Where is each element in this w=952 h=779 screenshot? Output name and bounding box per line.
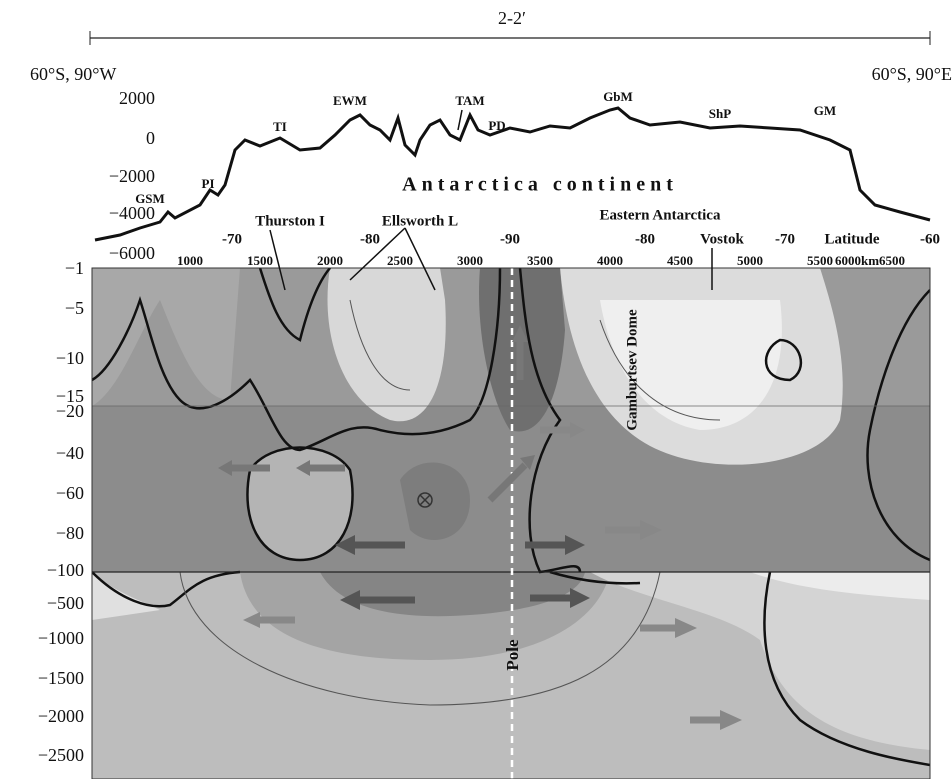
distance-tick-label: 3500 [527,253,553,268]
elevation-tick-label: −4000 [109,203,155,223]
distance-tick-label: 5000 [737,253,763,268]
latitude-end-label: -60 [920,231,940,247]
depth-tick-label: −1 [65,258,84,278]
region-label: Vostok [700,231,744,247]
depth-tick-label: −1500 [38,668,84,688]
depth-tick-label: −100 [47,560,84,580]
latitude-tick-label: -70 [775,231,795,247]
latitude-tick-label: -70 [222,231,242,247]
feature-label: GM [814,103,836,118]
distance-tick-label: 2000 [317,253,343,268]
feature-label: GSM [135,191,165,206]
depth-tick-label: −80 [56,523,84,543]
depth-tick-label: −2500 [38,745,84,765]
distance-tick-label: 3000 [457,253,483,268]
feature-label: EWM [333,93,367,108]
distance-tick-label: 1000 [177,253,203,268]
latitude-tick-label: -90 [500,231,520,247]
depth-tick-label: −20 [56,401,84,421]
depth-tick-label: −5 [65,298,84,318]
latitude-tick-label: -80 [360,231,380,247]
region-label: Ellsworth L [382,213,458,229]
region-label: Thurston I [255,213,325,229]
feature-label: ShP [709,106,731,121]
elevation-tick-label: 0 [146,128,155,148]
section-plot [92,268,930,779]
latitude-tick-label: -80 [635,231,655,247]
depth-tick-label: −60 [56,483,84,503]
pole-label: Pole [503,639,522,671]
elevation-tick-label: −2000 [109,166,155,186]
topography-profile [94,106,931,242]
section-label: 2-2′ [498,8,526,28]
feature-label: TAM [455,93,484,108]
depth-tick-label: −1000 [38,628,84,648]
distance-tick-label: 4000 [597,253,623,268]
region-label: Eastern Antarctica [600,207,721,223]
feature-label: TI [273,119,287,134]
distance-tick-label: 5500 [807,253,833,268]
feature-label: GbM [603,89,633,104]
continent-label: Antarctica continent [402,174,678,196]
depth-tick-label: −15 [56,386,84,406]
depth-tick-label: −2000 [38,706,84,726]
elevation-tick-label: 2000 [119,88,155,108]
distance-tick-label: 6000km6500 [835,253,905,268]
distance-tick-label: 4500 [667,253,693,268]
right-end-label: 60°S, 90°E [872,64,952,84]
feature-label: PD [488,118,505,133]
latitude-axis-label: Latitude [824,231,879,247]
depth-tick-label: −500 [47,593,84,613]
elevation-tick-label: −6000 [109,243,155,263]
distance-tick-label: 1500 [247,253,273,268]
feature-label: PI [202,176,215,191]
distance-tick-label: 2500 [387,253,413,268]
depth-tick-label: −40 [56,443,84,463]
plot-frame [91,267,931,779]
left-end-label: 60°S, 90°W [30,64,116,84]
dome-label: Gamburtsev Dome [624,309,640,431]
leader-lines [269,109,713,291]
depth-tick-label: −10 [56,348,84,368]
